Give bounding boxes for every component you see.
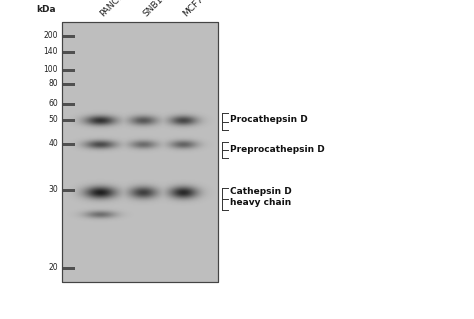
- Text: 40: 40: [48, 139, 58, 149]
- Text: 140: 140: [44, 48, 58, 56]
- Text: Procathepsin D: Procathepsin D: [230, 115, 308, 124]
- Text: 100: 100: [44, 65, 58, 75]
- Text: MCF7: MCF7: [182, 0, 206, 18]
- Bar: [62, 83, 75, 85]
- Bar: [62, 102, 75, 106]
- Text: 80: 80: [48, 79, 58, 88]
- Bar: [62, 34, 75, 38]
- Text: Cathepsin D
heavy chain: Cathepsin D heavy chain: [230, 187, 292, 207]
- Bar: [62, 22, 218, 282]
- Text: SNB19: SNB19: [142, 0, 169, 18]
- Bar: [62, 50, 75, 54]
- Bar: [62, 143, 75, 145]
- Bar: [62, 118, 75, 122]
- Text: kDa: kDa: [36, 5, 56, 14]
- Text: 50: 50: [48, 115, 58, 124]
- Text: 200: 200: [44, 32, 58, 41]
- Bar: [62, 189, 75, 191]
- Text: 60: 60: [48, 100, 58, 108]
- Text: PANC1: PANC1: [99, 0, 126, 18]
- Bar: [62, 69, 75, 71]
- Text: Preprocathepsin D: Preprocathepsin D: [230, 145, 325, 154]
- Text: 30: 30: [48, 186, 58, 195]
- Bar: [62, 266, 75, 270]
- Text: 20: 20: [48, 263, 58, 272]
- Bar: [62, 22, 218, 282]
